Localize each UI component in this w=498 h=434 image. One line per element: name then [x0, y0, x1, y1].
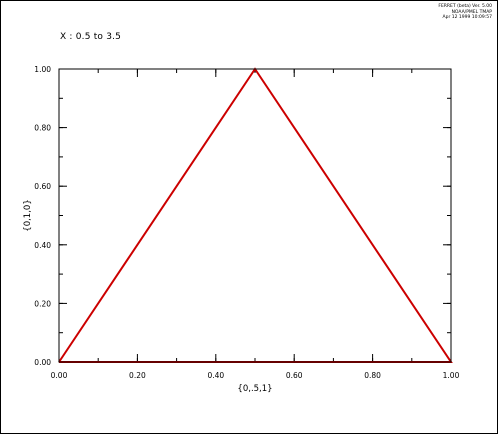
y-tick-label: 0.00 [34, 358, 51, 367]
x-tick-label: 0.80 [364, 371, 381, 380]
series-layer [58, 67, 453, 363]
plot-area-border [58, 68, 452, 363]
tick-labels: 0.00 0.20 0.40 0.60 0.80 1.00 0.00 0.20 0.40 0.60… [34, 65, 459, 380]
x-tick-label: 0.40 [207, 371, 224, 380]
plot-subtitle: X : 0.5 to 3.5 [60, 32, 122, 42]
axis-ticks [58, 68, 452, 363]
y-tick-label: 0.80 [34, 124, 51, 133]
x-axis-label: {0,.5,1} [237, 384, 272, 394]
stamp-line-2: NOAA/PMEL TMAP [451, 9, 492, 15]
stamp-line-1: FERRET (beta) Ver. 5.00 [438, 4, 492, 9]
y-tick-label: 0.60 [34, 182, 51, 191]
y-axis-label: {0,1,0} [23, 199, 33, 231]
x-tick-label: 0.20 [129, 371, 146, 380]
ferret-stamp: FERRET (beta) Ver. 5.00 NOAA/PMEL TMAP Apr… [438, 4, 492, 21]
x-tick-label: 0.60 [286, 371, 303, 380]
y-tick-label: 1.00 [34, 65, 51, 74]
x-tick-label: 0.00 [51, 371, 68, 380]
y-tick-label: 0.20 [34, 299, 51, 308]
x-tick-label: 1.00 [443, 371, 460, 380]
series-line-0 [58, 67, 453, 363]
stamp-line-3: Apr 12 1999 10:09:57 [442, 15, 492, 20]
y-tick-label: 0.40 [34, 241, 51, 250]
